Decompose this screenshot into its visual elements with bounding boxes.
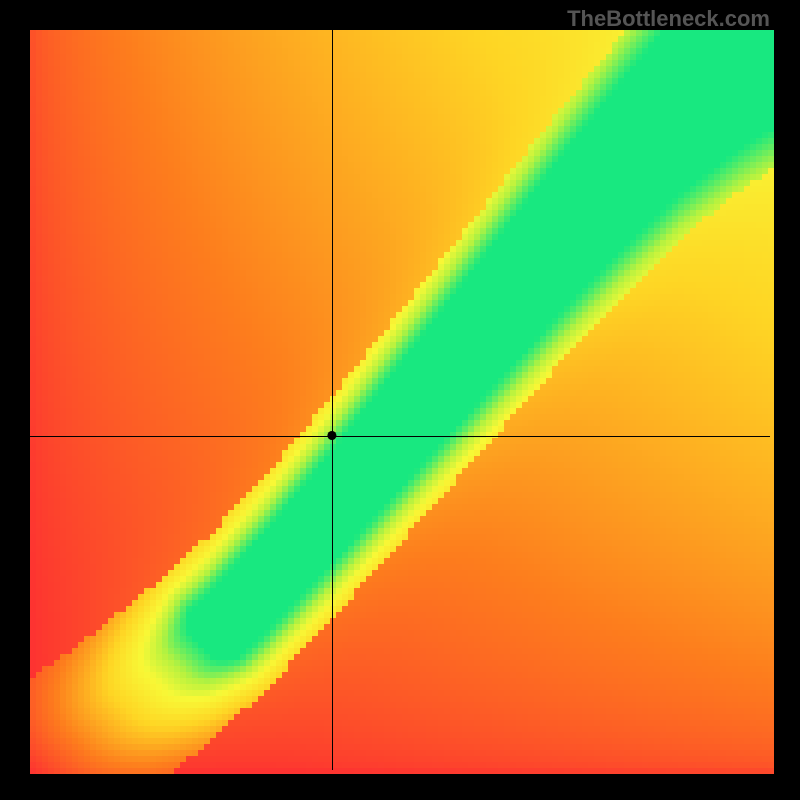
heatmap-canvas	[0, 0, 800, 800]
watermark-text: TheBottleneck.com	[567, 6, 770, 32]
chart-container: TheBottleneck.com	[0, 0, 800, 800]
